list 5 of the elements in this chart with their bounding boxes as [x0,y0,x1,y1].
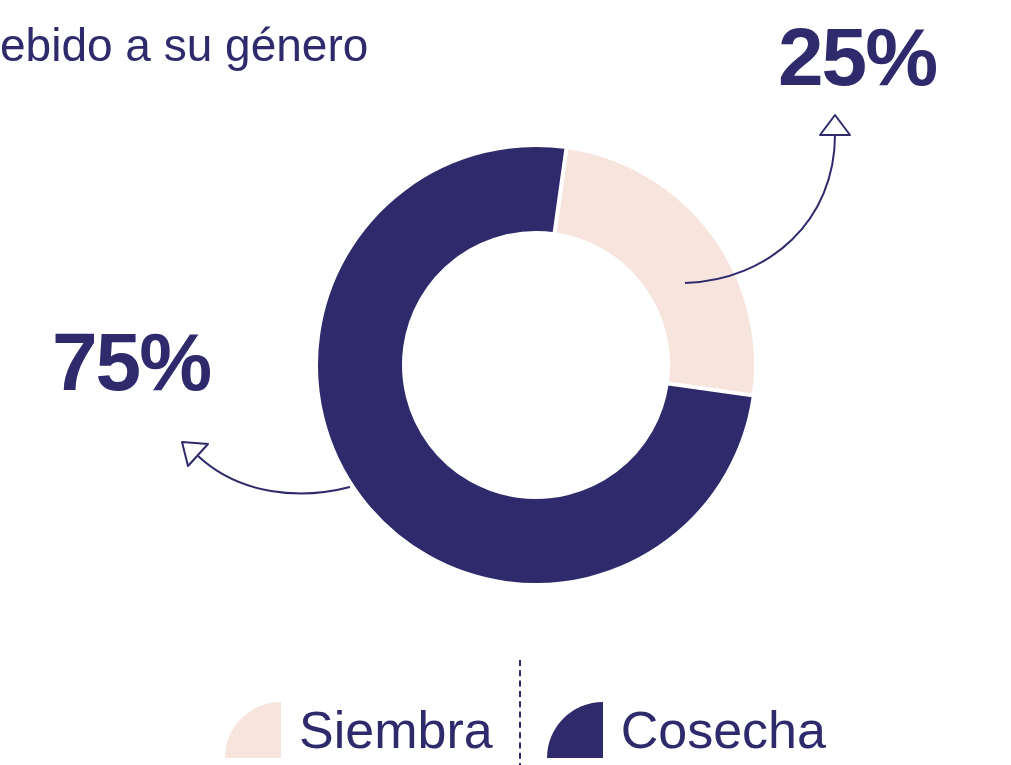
legend-label: Cosecha [620,700,826,760]
legend-label: Siembra [299,700,493,760]
data-label: 75% [52,315,211,409]
chart-title: ebido a su género [0,18,369,72]
data-label: 25% [778,10,937,104]
